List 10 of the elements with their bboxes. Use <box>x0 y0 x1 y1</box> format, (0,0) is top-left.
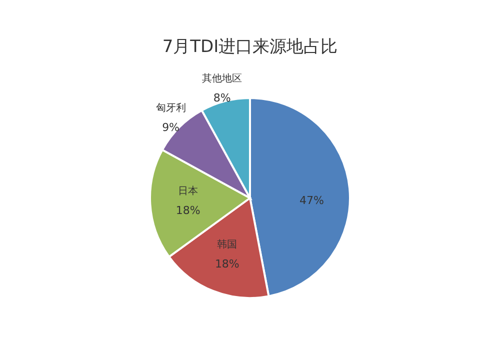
data-label: 8% <box>213 92 231 105</box>
slice-label: 匈牙利 <box>156 102 186 114</box>
slice-label: 日本 <box>178 184 198 197</box>
slice-label: 韩国 <box>217 238 238 251</box>
data-label: 18% <box>214 258 240 271</box>
chart-title: 7月TDI进口来源地占比 <box>162 37 338 57</box>
data-label: 18% <box>176 204 200 217</box>
data-label: 9% <box>162 120 180 134</box>
slice-label: 其他地区 <box>202 72 242 85</box>
data-label: 47% <box>300 194 324 208</box>
